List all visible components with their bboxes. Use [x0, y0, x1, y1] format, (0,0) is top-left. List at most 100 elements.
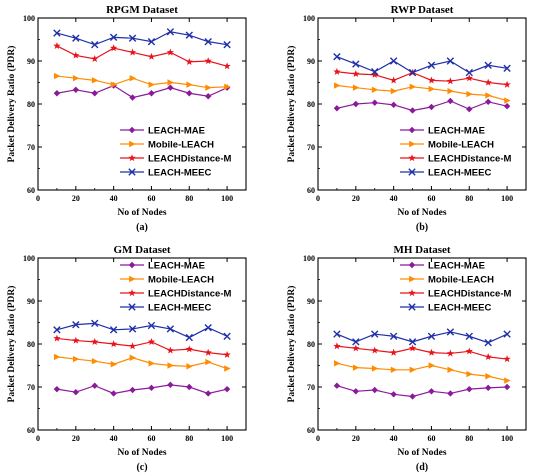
data-point [427, 332, 436, 340]
data-point [390, 391, 397, 398]
data-point [503, 383, 511, 391]
x-tick-label: 40 [390, 434, 398, 443]
x-tick-label: 60 [147, 434, 155, 443]
series-leach-meec [53, 319, 231, 342]
data-point [352, 338, 360, 346]
data-point [72, 75, 80, 82]
data-point [352, 388, 360, 395]
data-point [484, 78, 492, 86]
data-point [371, 86, 379, 94]
series-line [336, 71, 508, 86]
y-tick-label: 70 [307, 383, 315, 392]
x-tick-label: 80 [465, 434, 473, 443]
series-leachdistance-m [333, 342, 511, 363]
data-point [427, 76, 436, 84]
data-point [352, 84, 360, 91]
x-tick-label: 20 [352, 194, 360, 203]
series-line [56, 45, 228, 67]
y-tick-label: 80 [307, 100, 315, 109]
legend-marker [408, 303, 416, 311]
series-leachdistance-m [53, 42, 231, 70]
chart-panel-1: RWP Dataset 0 20 40 60 80 100 60 70 80 90 100 No of … [286, 4, 527, 233]
chart-title: MH Dataset [393, 244, 450, 256]
series-line [336, 84, 508, 102]
data-point [72, 388, 80, 396]
data-point [223, 40, 231, 49]
data-point [167, 381, 174, 389]
data-point [485, 373, 492, 380]
x-axis-label: No of Nodes [117, 448, 166, 458]
legend-label: LEACH-MEEC [148, 168, 211, 179]
data-point [204, 390, 212, 397]
series-mobile-leach [54, 353, 231, 372]
data-point [371, 346, 379, 354]
data-point [466, 385, 473, 393]
legend-label: LEACH-MEEC [148, 303, 211, 314]
y-axis-label: Packet Delivery Ratio (PDR) [286, 46, 297, 163]
data-point [147, 37, 156, 46]
legend-label: LEACHDistance-M [148, 154, 231, 165]
data-point [504, 377, 511, 384]
legend-marker [129, 140, 136, 148]
data-point [205, 358, 212, 366]
data-point [352, 364, 360, 371]
series-line [56, 322, 228, 339]
y-tick-label: 100 [23, 254, 35, 263]
data-point [110, 361, 118, 368]
data-point [371, 68, 379, 76]
y-tick-label: 90 [27, 297, 35, 306]
data-point [186, 363, 193, 370]
series-leach-mae [53, 381, 231, 397]
data-point [148, 384, 155, 392]
series-leachdistance-m [53, 334, 231, 358]
series-line [336, 385, 508, 398]
data-point [128, 342, 137, 350]
data-point [408, 344, 417, 352]
x-tick-label: 20 [72, 434, 80, 443]
data-point [371, 386, 378, 394]
series-leachdistance-m [333, 67, 511, 88]
data-point [72, 355, 80, 363]
legend-marker [128, 154, 136, 162]
data-point [53, 29, 61, 37]
data-point [466, 370, 473, 378]
data-point [466, 90, 473, 98]
legend-label: LEACHDistance-M [428, 289, 511, 300]
x-tick-label: 0 [36, 194, 40, 203]
x-tick-label: 60 [427, 194, 435, 203]
data-point [484, 384, 492, 392]
data-point [204, 57, 212, 65]
y-tick-label: 60 [27, 186, 35, 195]
data-point [389, 76, 398, 84]
data-point [166, 28, 175, 36]
data-point [223, 62, 231, 70]
series-mobile-leach [54, 72, 231, 91]
data-point [503, 355, 511, 363]
data-point [223, 350, 231, 358]
data-point [72, 336, 80, 344]
data-point [166, 48, 175, 56]
legend-marker [408, 154, 416, 162]
y-tick-label: 70 [27, 383, 35, 392]
data-point [485, 92, 492, 99]
legend-marker [128, 289, 136, 297]
x-tick-label: 40 [110, 434, 118, 443]
legend-marker [408, 261, 416, 269]
data-point [333, 105, 341, 112]
data-point [72, 86, 80, 94]
data-point [53, 326, 61, 334]
data-point [185, 31, 193, 39]
series-leach-mae [53, 82, 231, 101]
data-point [223, 385, 231, 393]
data-point [204, 37, 212, 46]
series-line [336, 362, 508, 382]
x-axis-label: No of Nodes [397, 208, 446, 218]
data-point [72, 34, 80, 42]
y-tick-label: 80 [27, 100, 35, 109]
data-point [428, 388, 435, 395]
data-point [465, 74, 473, 82]
data-point [484, 353, 492, 361]
data-point [465, 347, 473, 355]
data-point [408, 338, 417, 346]
data-point [147, 52, 156, 60]
